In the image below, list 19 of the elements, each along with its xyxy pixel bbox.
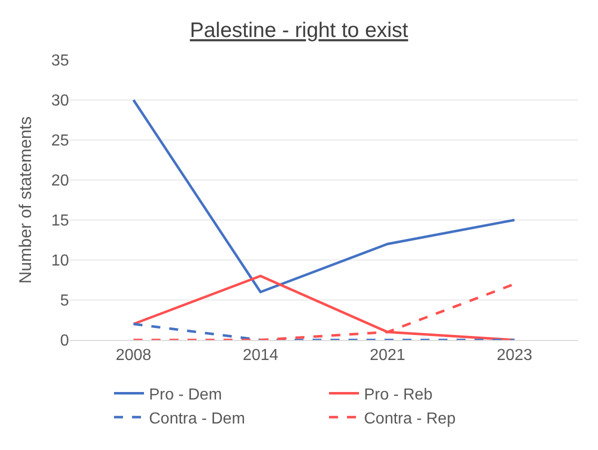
legend-label: Pro - Reb	[364, 386, 433, 404]
y-tick-label: 35	[51, 52, 70, 70]
x-tick-label: 2008	[116, 347, 152, 364]
y-axis-title: Number of statements	[16, 116, 35, 284]
line-series	[132, 98, 516, 294]
legend-label: Pro - Dem	[149, 386, 222, 404]
y-tick-label: 30	[51, 92, 70, 110]
y-tick-label: 15	[51, 212, 70, 230]
y-tick-label: 5	[60, 292, 70, 310]
x-tick-label: 2023	[496, 347, 532, 364]
y-tick-label: 25	[51, 132, 70, 150]
x-tick-label: 2021	[370, 347, 406, 364]
y-tick-label: 10	[51, 252, 70, 270]
x-tick-label: 2014	[242, 347, 278, 364]
y-tick-label: 0	[60, 332, 70, 350]
y-tick-label: 20	[51, 172, 70, 190]
chart-title: Palestine - right to exist	[190, 19, 408, 42]
legend-label: Contra - Dem	[149, 410, 246, 428]
legend-label: Contra - Rep	[364, 410, 456, 428]
